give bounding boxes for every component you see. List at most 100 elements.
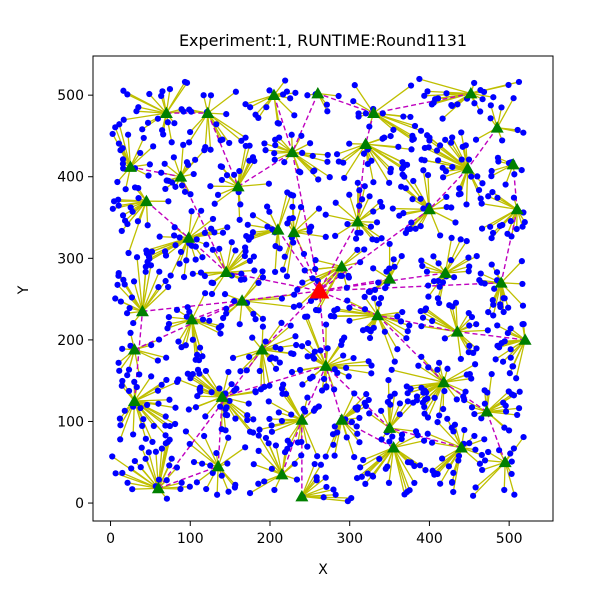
x-tick-label: 300	[336, 531, 363, 547]
sensor-node-point	[456, 185, 462, 191]
plot-area	[109, 76, 531, 504]
sensor-node-point	[130, 209, 136, 215]
sensor-node-point	[435, 157, 441, 163]
sensor-node-point	[434, 147, 440, 153]
sensor-node-point	[507, 450, 513, 456]
sensor-node-point	[411, 463, 417, 469]
sensor-node-point	[333, 200, 339, 206]
sensor-node-point	[172, 224, 178, 230]
sensor-node-point	[148, 262, 154, 268]
sensor-node-point	[432, 395, 438, 401]
sensor-node-point	[273, 344, 279, 350]
sensor-node-point	[246, 354, 252, 360]
sensor-node-point	[502, 181, 508, 187]
head-route	[292, 94, 318, 153]
sensor-node-point	[443, 194, 449, 200]
sensor-node-point	[499, 137, 505, 143]
sensor-node-point	[457, 191, 463, 197]
sensor-node-point	[419, 263, 425, 269]
sensor-node-point	[471, 80, 477, 86]
sensor-node-point	[145, 120, 151, 126]
sensor-node-point	[497, 301, 503, 307]
sensor-node-point	[250, 212, 256, 218]
sensor-node-point	[458, 356, 464, 362]
sensor-node-point	[354, 423, 360, 429]
sensor-node-point	[288, 411, 294, 417]
sensor-node-point	[407, 226, 413, 232]
sensor-node-point	[422, 157, 428, 163]
sensor-node-point	[233, 89, 239, 95]
sensor-node-point	[520, 130, 526, 136]
sensor-node-point	[187, 441, 193, 447]
sensor-node-point	[345, 273, 351, 279]
sensor-node-point	[474, 173, 480, 179]
sensor-node-point	[511, 445, 517, 451]
sensor-node-point	[224, 172, 230, 178]
sensor-node-point	[420, 390, 426, 396]
sensor-node-point	[180, 142, 186, 148]
sensor-node-point	[500, 359, 506, 365]
sensor-node-point	[250, 429, 256, 435]
y-tick-label: 400	[57, 170, 84, 186]
sensor-node-point	[183, 428, 189, 434]
sensor-node-point	[417, 462, 423, 468]
sensor-node-point	[488, 173, 494, 179]
sensor-node-point	[203, 486, 209, 492]
sensor-node-point	[279, 418, 285, 424]
sensor-node-point	[362, 183, 368, 189]
sensor-node-point	[444, 416, 450, 422]
sensor-node-point	[440, 279, 446, 285]
sensor-node-point	[292, 90, 298, 96]
sensor-node-point	[440, 165, 446, 171]
sensor-node-point	[467, 371, 473, 377]
sensor-node-point	[344, 221, 350, 227]
sensor-node-point	[222, 427, 228, 433]
sensor-node-point	[120, 212, 126, 218]
sensor-node-point	[455, 457, 461, 463]
sensor-node-point	[146, 449, 152, 455]
sensor-node-point	[178, 344, 184, 350]
sensor-node-point	[478, 280, 484, 286]
sensor-node-point	[130, 431, 136, 437]
sensor-node-point	[299, 150, 305, 156]
sensor-node-point	[280, 267, 286, 273]
sensor-node-point	[323, 484, 329, 490]
sensor-node-point	[458, 236, 464, 242]
sensor-node-point	[441, 388, 447, 394]
sensor-node-point	[323, 212, 329, 218]
sensor-node-point	[418, 257, 424, 263]
sensor-node-point	[469, 314, 475, 320]
sensor-node-point	[469, 404, 475, 410]
sensor-node-point	[496, 447, 502, 453]
sensor-node-point	[378, 408, 384, 414]
sensor-node-point	[489, 371, 495, 377]
sensor-node-point	[501, 425, 507, 431]
sensor-node-point	[520, 434, 526, 440]
sensor-node-point	[219, 164, 225, 170]
sensor-node-point	[202, 230, 208, 236]
sensor-node-point	[271, 150, 277, 156]
sensor-node-point	[505, 330, 511, 336]
sensor-node-point	[237, 321, 243, 327]
sensor-node-point	[340, 352, 346, 358]
sensor-node-point	[163, 440, 169, 446]
sensor-node-point	[203, 242, 209, 248]
sensor-node-point	[164, 477, 170, 483]
sensor-node-point	[192, 157, 198, 163]
sensor-node-point	[359, 196, 365, 202]
sensor-node-point	[401, 174, 407, 180]
sensor-node-point	[485, 327, 491, 333]
sensor-node-point	[429, 440, 435, 446]
sensor-node-point	[296, 302, 302, 308]
sensor-node-point	[182, 189, 188, 195]
sensor-node-point	[292, 333, 298, 339]
sensor-node-point	[494, 343, 500, 349]
sensor-node-point	[117, 422, 123, 428]
sensor-node-point	[250, 311, 256, 317]
sensor-node-point	[519, 258, 525, 264]
sensor-node-point	[444, 204, 450, 210]
sensor-node-point	[187, 191, 193, 197]
sensor-node-point	[145, 222, 151, 228]
sensor-node-point	[501, 487, 507, 493]
sensor-node-point	[394, 346, 400, 352]
